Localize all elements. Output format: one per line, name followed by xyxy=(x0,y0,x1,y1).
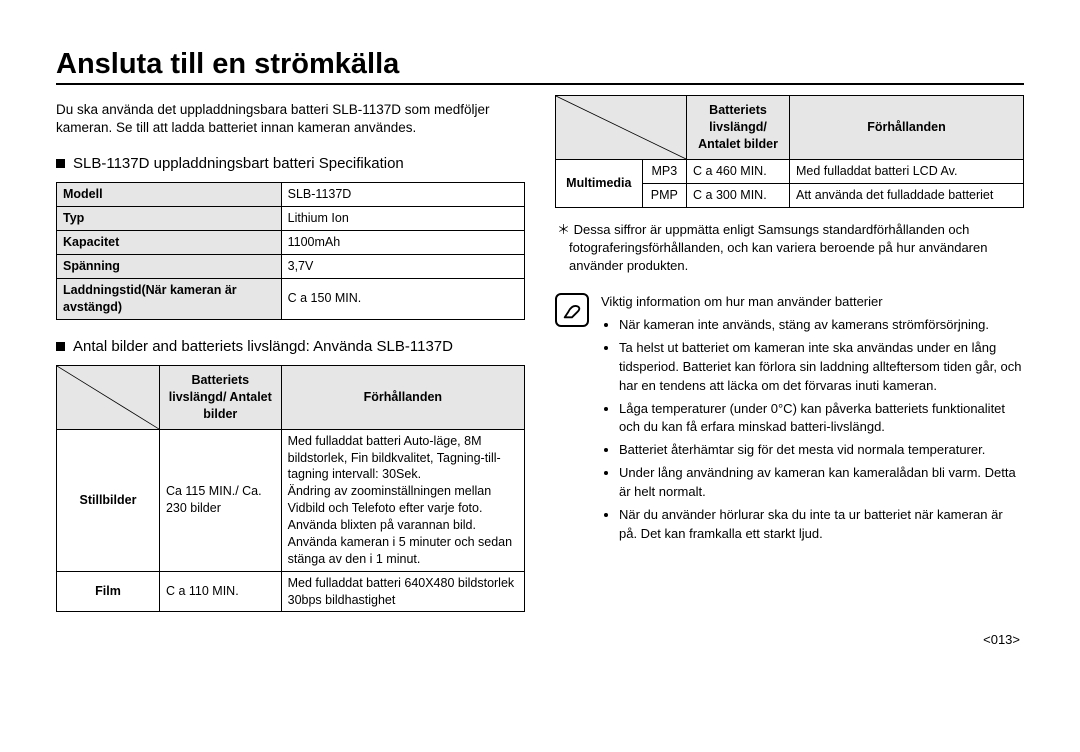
life-row-col3: Med fulladdat batteri Auto-läge, 8M bild… xyxy=(281,429,524,571)
info-bullet: Batteriet återhämtar sig för det mesta v… xyxy=(619,441,1024,460)
spec-label: Spänning xyxy=(57,255,282,279)
life-table: Batteriets livslängd/ Antalet bilder För… xyxy=(56,365,525,613)
life-heading-text: Antal bilder and batteriets livslängd: A… xyxy=(73,338,453,355)
square-bullet-icon xyxy=(56,342,65,351)
spec-label: Kapacitet xyxy=(57,231,282,255)
mm-header-col3: Förhållanden xyxy=(789,96,1023,160)
spec-value: C a 150 MIN. xyxy=(281,278,524,319)
mm-row-label: Multimedia xyxy=(556,160,643,208)
spec-heading-text: SLB-1137D uppladdningsbart batteri Speci… xyxy=(73,155,404,172)
info-bullet: När du använder hörlurar ska du inte ta … xyxy=(619,506,1024,544)
blank-diagonal-header xyxy=(57,365,160,429)
life-row-col3: Med fulladdat batteri 640X480 bildstorle… xyxy=(281,571,524,612)
spec-label: Modell xyxy=(57,183,282,207)
page-title: Ansluta till en strömkälla xyxy=(56,48,1024,85)
asterisk-text: Dessa siffror är uppmätta enligt Samsung… xyxy=(569,222,987,273)
info-heading: Viktig information om hur man använder b… xyxy=(601,293,1024,312)
spec-value: Lithium Ion xyxy=(281,207,524,231)
mm-col3: Att använda det fulladdade batteriet xyxy=(789,183,1023,207)
spec-table: ModellSLB-1137DTypLithium IonKapacitet11… xyxy=(56,182,525,319)
info-bullet: Låga temperaturer (under 0°C) kan påverk… xyxy=(619,400,1024,438)
mm-col2: C a 300 MIN. xyxy=(687,183,790,207)
mm-col2: C a 460 MIN. xyxy=(687,160,790,184)
life-row-label: Stillbilder xyxy=(57,429,160,571)
blank-diagonal-header xyxy=(556,96,687,160)
spec-value: 1100mAh xyxy=(281,231,524,255)
intro-text: Du ska använda det uppladdningsbara batt… xyxy=(56,101,525,137)
spec-label: Laddningstid(När kameran är avstängd) xyxy=(57,278,282,319)
spec-label: Typ xyxy=(57,207,282,231)
life-row-label: Film xyxy=(57,571,160,612)
spec-value: SLB-1137D xyxy=(281,183,524,207)
info-box: Viktig information om hur man använder b… xyxy=(555,293,1024,547)
life-row-col2: C a 110 MIN. xyxy=(159,571,281,612)
square-bullet-icon xyxy=(56,159,65,168)
info-bullet: Ta helst ut batteriet om kameran inte sk… xyxy=(619,339,1024,396)
multimedia-table: Batteriets livslängd/ Antalet bilder För… xyxy=(555,95,1024,208)
mm-sub: MP3 xyxy=(642,160,686,184)
spec-heading: SLB-1137D uppladdningsbart batteri Speci… xyxy=(56,155,525,172)
life-header-col3: Förhållanden xyxy=(281,365,524,429)
spec-value: 3,7V xyxy=(281,255,524,279)
life-row-col2: Ca 115 MIN./ Ca. 230 bilder xyxy=(159,429,281,571)
life-heading: Antal bilder and batteriets livslängd: A… xyxy=(56,338,525,355)
info-bullet: Under lång användning av kameran kan kam… xyxy=(619,464,1024,502)
mm-col3: Med fulladdat batteri LCD Av. xyxy=(789,160,1023,184)
mm-sub: PMP xyxy=(642,183,686,207)
info-bullet: När kameran inte används, stäng av kamer… xyxy=(619,316,1024,335)
asterisk-note: ＊ Dessa siffror är uppmätta enligt Samsu… xyxy=(555,221,1024,276)
page-number: <013> xyxy=(56,632,1024,647)
info-bullet-list: När kameran inte används, stäng av kamer… xyxy=(601,316,1024,543)
note-icon xyxy=(555,293,589,327)
life-header-col2: Batteriets livslängd/ Antalet bilder xyxy=(159,365,281,429)
mm-header-col2: Batteriets livslängd/ Antalet bilder xyxy=(687,96,790,160)
